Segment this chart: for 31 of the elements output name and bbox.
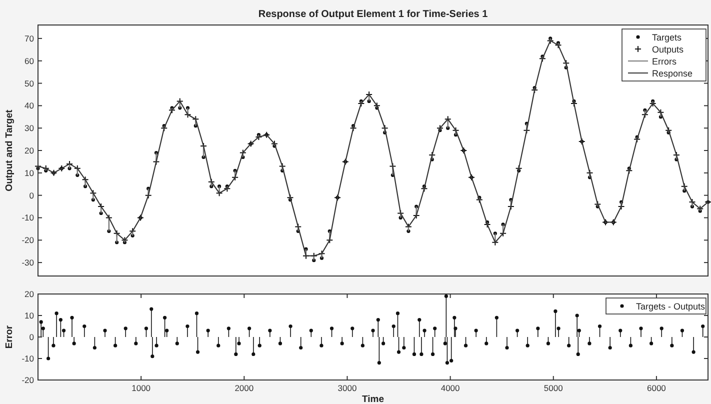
- legend-label: Errors: [652, 56, 677, 66]
- legend-label: Response: [652, 68, 693, 78]
- y-tick-label: 0: [29, 190, 34, 200]
- y-tick-label: 70: [24, 33, 34, 44]
- legend-label: Outputs: [652, 44, 684, 54]
- y-tick-label: 20: [24, 289, 34, 299]
- x-tick-label: 3000: [338, 383, 357, 393]
- y-tick-label: 40: [24, 100, 34, 111]
- y-axis-title: Output and Target: [4, 108, 15, 192]
- y-tick-label: 50: [24, 78, 34, 88]
- y-tick-label: -30: [22, 258, 34, 268]
- x-tick-label: 1000: [132, 383, 151, 393]
- y-tick-label: 10: [24, 310, 34, 320]
- y-tick-label: 10: [24, 168, 34, 178]
- y-tick-label: -10: [22, 212, 34, 223]
- legend-label: Targets - Outputs: [636, 302, 706, 312]
- y-tick-label: 20: [24, 146, 34, 156]
- x-tick-label: 2000: [234, 383, 254, 393]
- y-tick-label: 60: [24, 56, 34, 66]
- y-tick-label: -20: [22, 375, 34, 385]
- y-tick-label: 30: [24, 123, 34, 134]
- y-tick-label: 0: [29, 332, 34, 342]
- x-tick-label: 6000: [647, 383, 666, 393]
- y-tick-label: -20: [22, 235, 34, 246]
- x-tick-label: 5000: [544, 383, 564, 393]
- y-tick-label: -10: [22, 354, 34, 364]
- chart-title: Response of Output Element 1 for Time-Series 1: [258, 9, 488, 20]
- x-tick-label: 4000: [440, 383, 460, 393]
- legend-label: Targets: [652, 32, 682, 42]
- x-axis-title: Time: [362, 394, 384, 404]
- y-axis-title: Error: [4, 325, 15, 349]
